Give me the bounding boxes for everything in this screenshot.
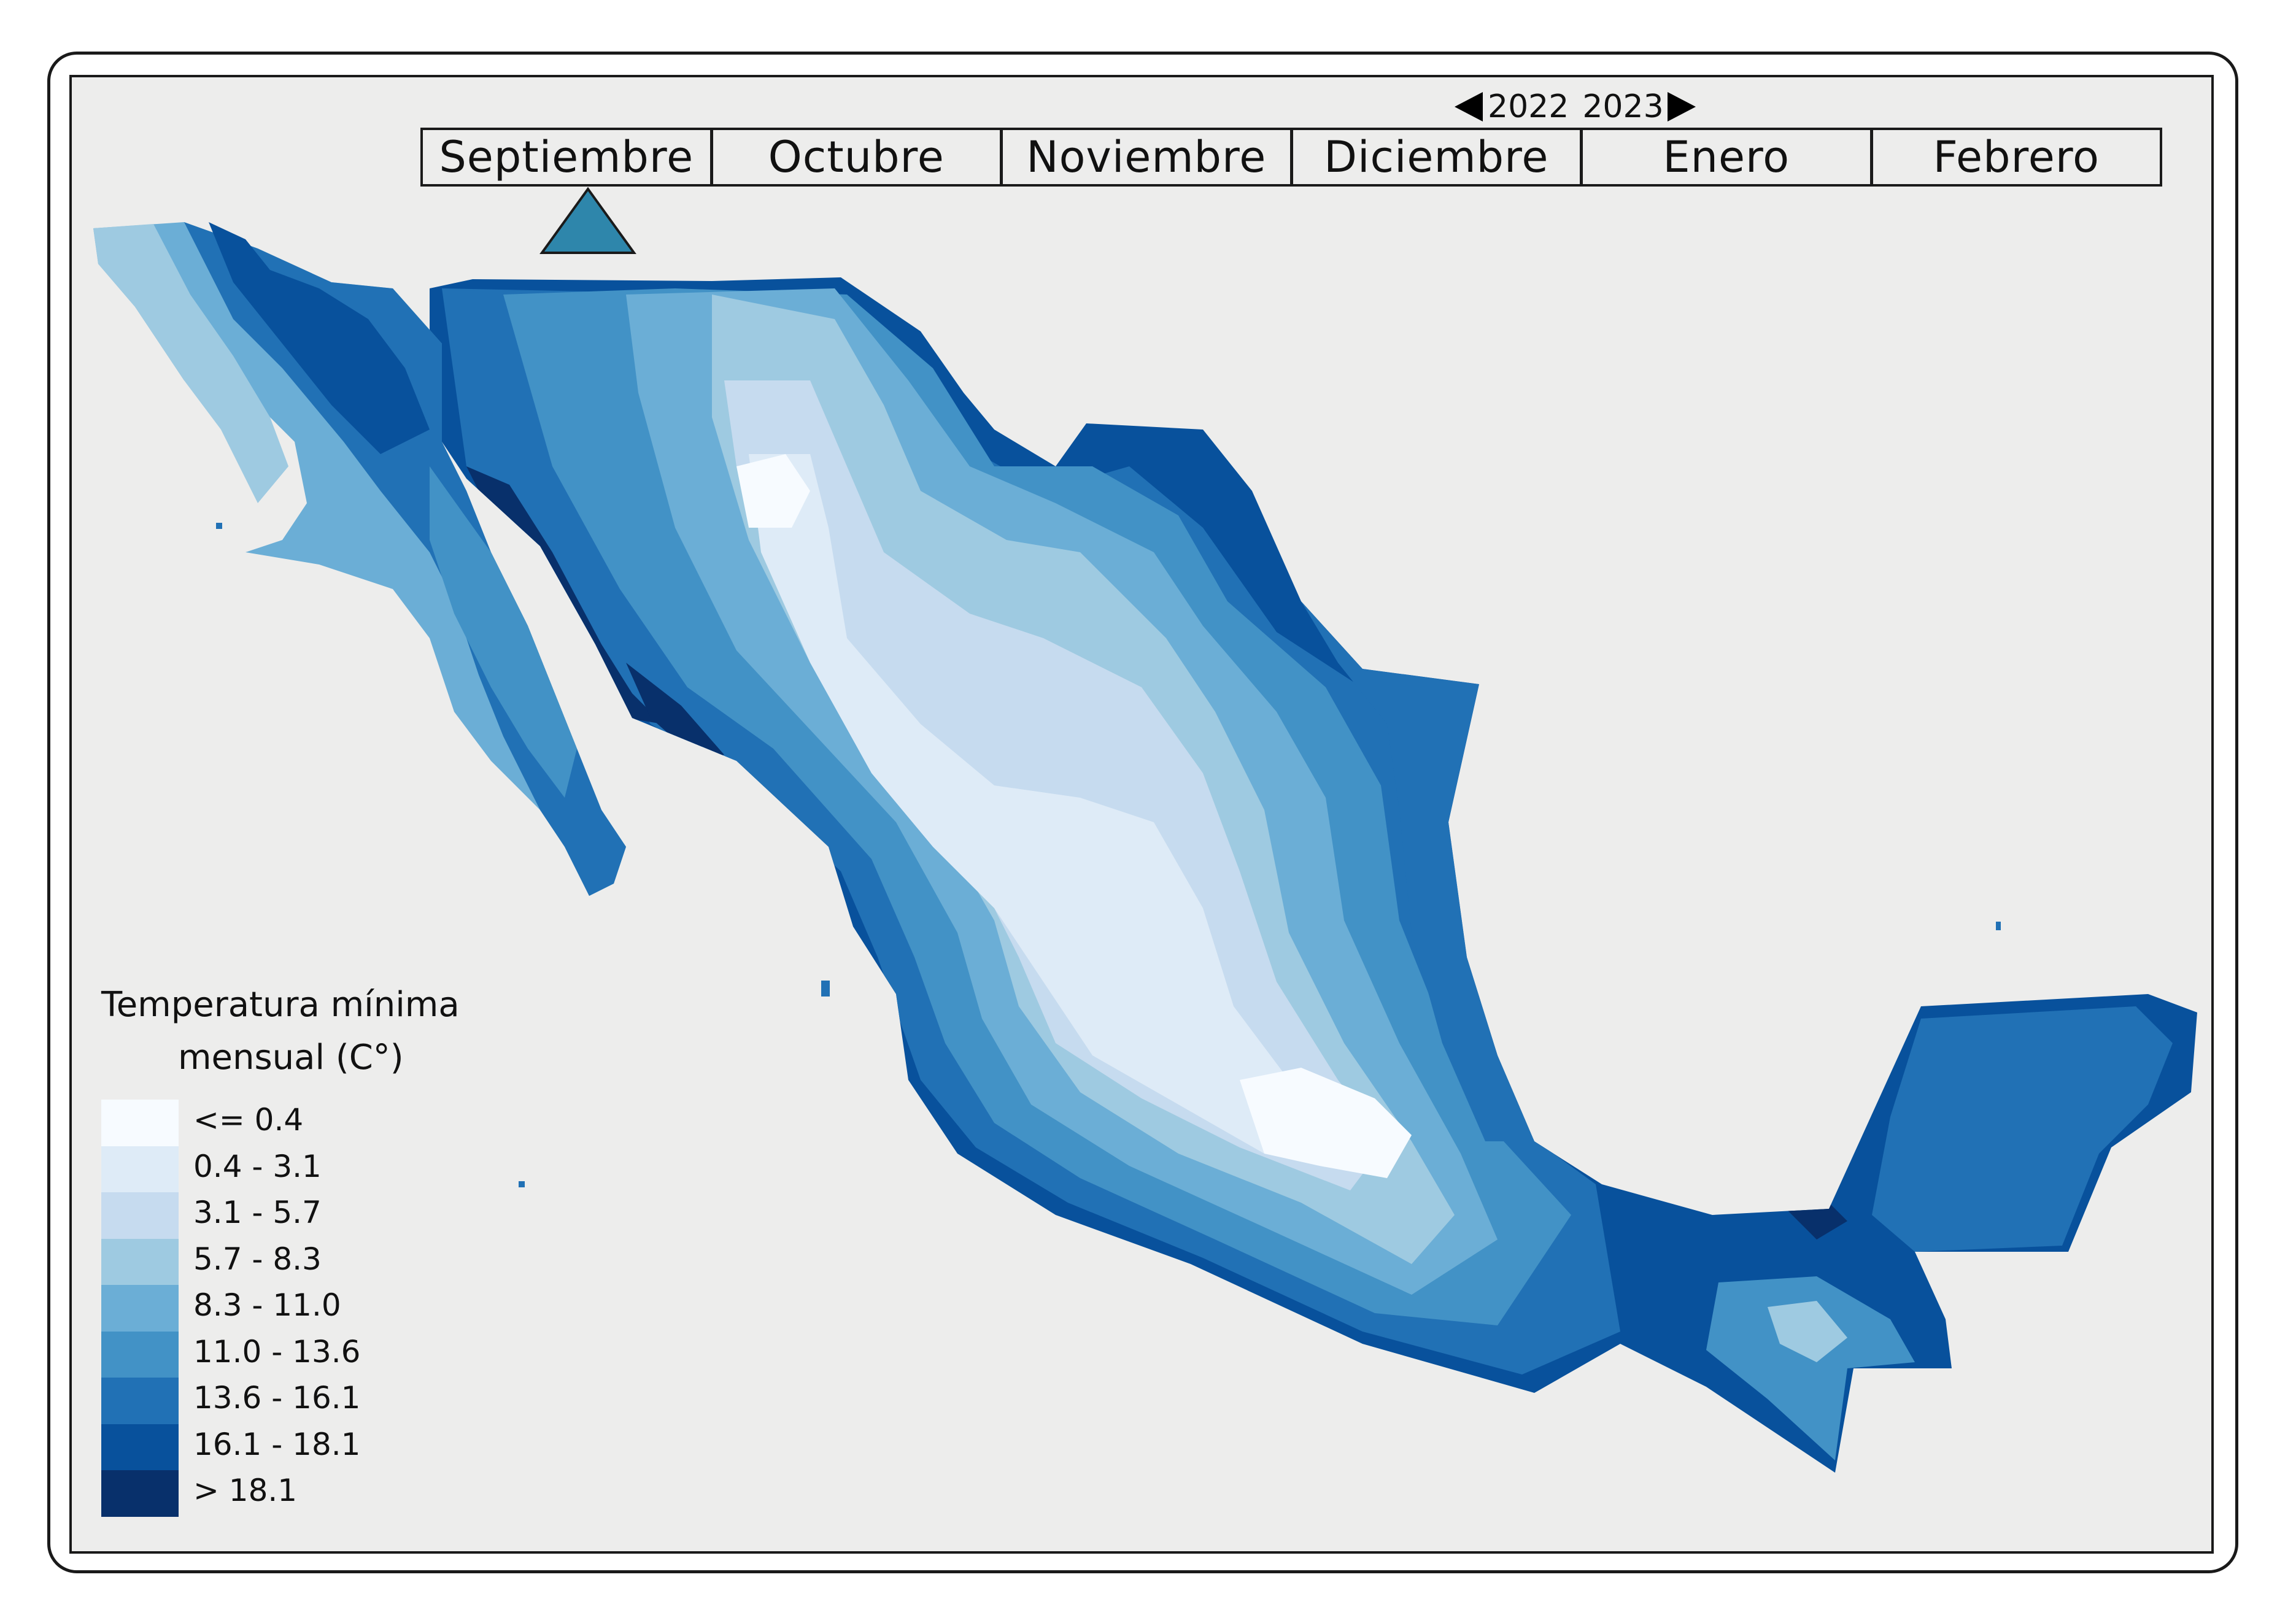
legend-swatch bbox=[101, 1192, 179, 1239]
legend-row: 0.4 - 3.1 bbox=[101, 1146, 470, 1193]
triangle-right-icon[interactable] bbox=[1667, 92, 1696, 121]
baja-california bbox=[93, 222, 626, 896]
selected-month-indicator-icon bbox=[539, 187, 636, 254]
legend-row: 8.3 - 11.0 bbox=[101, 1285, 470, 1332]
triangle-left-icon[interactable] bbox=[1455, 92, 1483, 121]
legend-row: 5.7 - 8.3 bbox=[101, 1238, 470, 1286]
legend-swatch bbox=[101, 1424, 179, 1471]
legend-row: <= 0.4 bbox=[101, 1100, 470, 1146]
legend-row: 16.1 - 18.1 bbox=[101, 1424, 470, 1471]
legend-label: > 18.1 bbox=[193, 1473, 298, 1508]
next-year-label[interactable]: 2023 bbox=[1582, 88, 1664, 125]
legend-row: 11.0 - 13.6 bbox=[101, 1331, 470, 1378]
legend-title: Temperatura mínima bbox=[101, 985, 460, 1025]
legend-swatch bbox=[101, 1146, 179, 1193]
legend-swatch bbox=[101, 1238, 179, 1286]
legend-label: 13.6 - 16.1 bbox=[193, 1380, 361, 1416]
legend-label: 0.4 - 3.1 bbox=[193, 1148, 322, 1184]
legend-swatch bbox=[101, 1470, 179, 1517]
tab-septiembre[interactable]: Septiembre bbox=[423, 130, 713, 184]
legend-label: 3.1 - 5.7 bbox=[193, 1195, 322, 1230]
legend-row: > 18.1 bbox=[101, 1470, 470, 1517]
legend-label: 8.3 - 11.0 bbox=[193, 1287, 341, 1323]
legend-subtitle: mensual (C°) bbox=[178, 1038, 404, 1078]
tab-noviembre[interactable]: Noviembre bbox=[1003, 130, 1293, 184]
legend-swatch bbox=[101, 1285, 179, 1332]
legend-swatch bbox=[101, 1378, 179, 1424]
tab-febrero[interactable]: Febrero bbox=[1933, 132, 2100, 182]
legend-row: 13.6 - 16.1 bbox=[101, 1378, 470, 1424]
prev-year-label[interactable]: 2022 bbox=[1488, 88, 1569, 125]
tab-diciembre[interactable]: Diciembre bbox=[1293, 130, 1583, 184]
legend-classes: <= 0.4 0.4 - 3.1 3.1 - 5.7 5.7 - 8.3 8.3 - 1… bbox=[101, 1100, 470, 1517]
legend-swatch bbox=[101, 1100, 179, 1146]
legend-swatch bbox=[101, 1331, 179, 1378]
islands bbox=[216, 436, 2001, 1187]
legend-label: <= 0.4 bbox=[193, 1102, 304, 1138]
legend-label: 11.0 - 13.6 bbox=[193, 1333, 361, 1370]
tab-enero[interactable]: Enero bbox=[1583, 130, 1873, 184]
year-navigation: 2022 2023 bbox=[1455, 85, 1696, 129]
legend-row: 3.1 - 5.7 bbox=[101, 1192, 470, 1239]
legend-label: 16.1 - 18.1 bbox=[193, 1426, 361, 1462]
month-tab-bar: Septiembre Octubre Noviembre Diciembre E… bbox=[420, 128, 2162, 187]
legend-label: 5.7 - 8.3 bbox=[193, 1241, 322, 1277]
mainland bbox=[430, 277, 2197, 1473]
tab-octubre[interactable]: Octubre bbox=[713, 130, 1003, 184]
